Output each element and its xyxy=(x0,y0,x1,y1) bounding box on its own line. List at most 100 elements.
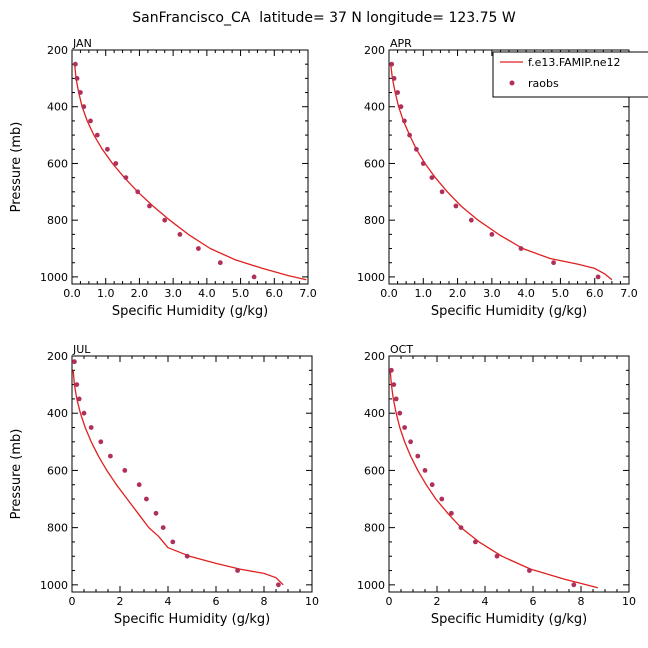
x-tick-label: 2 xyxy=(117,595,124,608)
x-tick-label: 10 xyxy=(305,595,319,608)
raobs-point xyxy=(595,274,601,280)
raobs-point xyxy=(73,61,78,67)
x-tick-label: 10 xyxy=(622,595,636,608)
y-tick-label: 200 xyxy=(364,44,385,57)
raobs-point xyxy=(468,217,474,223)
raobs-point xyxy=(170,539,176,545)
legend-dot-swatch xyxy=(509,80,515,86)
x-tick-label: 4.0 xyxy=(517,287,535,300)
y-tick-label: 800 xyxy=(364,214,385,227)
y-tick-label: 400 xyxy=(364,407,385,420)
raobs-point xyxy=(78,90,83,95)
panel-jan: 0.0 1.0 2.0 3.0 4.0 5.0 6.0 7.0 200 400 600 800 1000… xyxy=(9,37,317,319)
raobs-point xyxy=(108,453,113,459)
raobs-point xyxy=(123,175,129,181)
y-tick-label: 400 xyxy=(364,101,385,114)
raobs-point xyxy=(94,132,100,138)
y-tick-label: 200 xyxy=(364,350,385,363)
y-tick-label: 800 xyxy=(47,522,68,535)
y-tick-label: 600 xyxy=(47,464,68,477)
raobs-point xyxy=(72,359,77,365)
x-tick-label: 0 xyxy=(69,595,76,608)
raobs-point xyxy=(391,382,397,387)
y-tick-label: 1000 xyxy=(357,579,385,592)
y-tick-label: 1000 xyxy=(40,579,68,592)
raobs-point xyxy=(81,410,87,416)
raobs-point xyxy=(98,439,104,445)
raobs-point xyxy=(76,396,82,402)
x-tick-label: 0.0 xyxy=(380,287,398,300)
y-tick-label: 1000 xyxy=(357,271,385,284)
raobs-point xyxy=(153,510,159,516)
y-tick-label: 200 xyxy=(47,44,68,57)
raobs-point xyxy=(113,161,119,166)
model-line xyxy=(72,370,284,586)
x-tick-label: 0.0 xyxy=(63,287,81,300)
raobs-point xyxy=(88,118,93,124)
raobs-point xyxy=(402,425,407,430)
x-axis-label: Specific Humidity (g/kg) xyxy=(431,304,587,319)
raobs-point xyxy=(429,175,435,181)
x-tick-label: 5.0 xyxy=(232,287,250,300)
panel-label: OCT xyxy=(390,343,413,356)
legend: f.e13.FAMIP.ne12 raobs xyxy=(492,51,648,98)
raobs-point xyxy=(422,468,428,473)
x-axis-label: Specific Humidity (g/kg) xyxy=(431,612,587,627)
y-tick-label: 200 xyxy=(47,350,68,363)
raobs-point xyxy=(74,76,80,81)
y-tick-label: 400 xyxy=(47,407,68,420)
x-tick-label: 8 xyxy=(261,595,268,608)
panel-jul: 0 2 4 6 8 10 200 400 600 800 1000 JUL Specific Humid… xyxy=(9,343,319,627)
raobs-point xyxy=(74,382,80,387)
raobs-point xyxy=(473,539,478,545)
y-axis-label: Pressure (mb) xyxy=(9,429,24,520)
raobs-point xyxy=(489,232,495,237)
plot-frame xyxy=(388,355,630,593)
raobs-point xyxy=(88,425,94,430)
y-tick-label: 400 xyxy=(47,101,68,114)
panel-oct: 0 2 4 6 8 10 200 400 600 800 1000 OCT Specific Humid… xyxy=(357,343,636,627)
x-tick-label: 2.0 xyxy=(131,287,149,300)
raobs-point xyxy=(449,510,454,516)
raobs-point xyxy=(395,90,400,95)
raobs-point xyxy=(389,367,394,373)
y-tick-label: 600 xyxy=(364,464,385,477)
raobs-point xyxy=(162,217,168,223)
raobs-point xyxy=(81,104,87,110)
raobs-point xyxy=(407,132,412,138)
panel-label: APR xyxy=(390,37,412,50)
y-tick-label: 600 xyxy=(364,157,385,170)
raobs-point xyxy=(408,439,413,445)
raobs-point xyxy=(144,496,149,502)
model-line xyxy=(389,370,598,589)
raobs-point xyxy=(235,568,241,573)
raobs-point xyxy=(389,61,395,67)
raobs-point xyxy=(251,274,257,280)
raobs-point xyxy=(393,396,399,402)
x-tick-label: 4 xyxy=(165,595,172,608)
x-axis-label: Specific Humidity (g/kg) xyxy=(114,612,270,627)
panel-label: JAN xyxy=(72,37,92,50)
raobs-point xyxy=(453,203,459,209)
x-tick-label: 1.0 xyxy=(97,287,115,300)
raobs-point xyxy=(184,553,190,559)
y-axis-label: Pressure (mb) xyxy=(9,122,24,213)
raobs-point xyxy=(398,104,404,110)
x-tick-label: 2.0 xyxy=(449,287,467,300)
model-line xyxy=(74,64,307,281)
legend-obs-label: raobs xyxy=(528,77,559,90)
x-tick-label: 4 xyxy=(482,595,489,608)
raobs-point xyxy=(397,410,403,416)
raobs-point xyxy=(391,76,397,81)
raobs-point xyxy=(518,246,524,251)
x-axis-label: Specific Humidity (g/kg) xyxy=(112,304,268,319)
x-tick-label: 5.0 xyxy=(552,287,570,300)
legend-box xyxy=(492,51,648,98)
raobs-point xyxy=(429,482,435,488)
raobs-point xyxy=(105,146,110,152)
x-tick-label: 7.0 xyxy=(620,287,638,300)
raobs-point xyxy=(147,203,152,209)
x-tick-label: 3.0 xyxy=(164,287,182,300)
raobs-point xyxy=(439,496,445,502)
x-tick-label: 2 xyxy=(434,595,441,608)
